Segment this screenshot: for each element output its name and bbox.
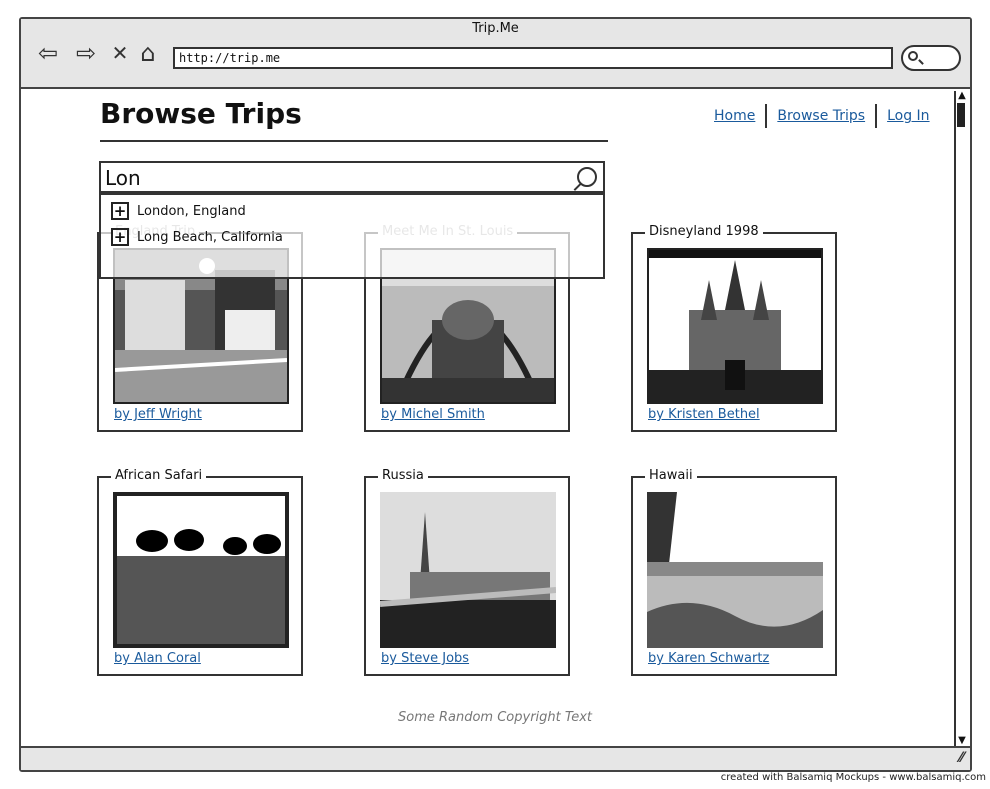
- trip-card[interactable]: Hawaii by Karen Schwartz: [631, 468, 837, 676]
- stop-icon[interactable]: ✕: [111, 41, 129, 65]
- search-icon: [908, 51, 918, 61]
- resize-grip-icon[interactable]: ⁄⁄: [959, 750, 964, 766]
- trip-photo[interactable]: [380, 492, 556, 648]
- status-bar: ⁄⁄: [21, 746, 970, 770]
- back-arrow-icon[interactable]: ⇦: [37, 39, 59, 67]
- trip-title: African Safari: [111, 468, 207, 483]
- trip-author-link[interactable]: by Steve Jobs: [381, 651, 470, 666]
- scroll-down-icon[interactable]: ▼: [958, 735, 966, 746]
- title-divider: [100, 140, 608, 142]
- trip-author-link[interactable]: by Jeff Wright: [114, 407, 202, 422]
- plus-icon: +: [111, 202, 129, 220]
- browser-toolbar: Trip.Me ⇦ ⇨ ✕ ⌂ http://trip.me: [21, 19, 970, 89]
- suggestion-item[interactable]: + Long Beach, California: [111, 228, 283, 246]
- trip-photo[interactable]: [647, 248, 823, 404]
- trip-author-link[interactable]: by Kristen Bethel: [648, 407, 760, 422]
- trip-title: Russia: [378, 468, 428, 483]
- trip-photo[interactable]: [113, 492, 289, 648]
- window-title: Trip.Me: [472, 21, 519, 36]
- nav-divider: [765, 104, 768, 128]
- trip-card[interactable]: Russia by Steve Jobs: [364, 468, 570, 676]
- suggestion-label: London, England: [137, 203, 246, 219]
- search-input-value: Lon: [105, 166, 141, 190]
- copyright-text: Some Random Copyright Text: [397, 710, 593, 725]
- trip-card[interactable]: African Safari by Alan Coral: [97, 468, 303, 676]
- nav-browse-trips-link[interactable]: Browse Trips: [777, 108, 866, 124]
- scroll-thumb[interactable]: [957, 103, 965, 127]
- top-navigation: Home Browse Trips Log In: [708, 104, 936, 128]
- suggestion-label: Long Beach, California: [137, 229, 283, 245]
- trip-author-link[interactable]: by Michel Smith: [381, 407, 485, 422]
- trip-card[interactable]: Disneyland 1998 by Kristen Bethel: [631, 224, 837, 432]
- vertical-scrollbar[interactable]: ▲ ▼: [954, 91, 968, 746]
- suggestion-item[interactable]: + London, England: [111, 202, 246, 220]
- nav-login-link[interactable]: Log In: [887, 108, 930, 124]
- home-icon[interactable]: ⌂: [140, 39, 156, 67]
- address-bar[interactable]: http://trip.me: [173, 47, 893, 69]
- credit-text: created with Balsamiq Mockups - www.bals…: [720, 772, 986, 783]
- scroll-up-icon[interactable]: ▲: [958, 90, 966, 101]
- plus-icon: +: [111, 228, 129, 246]
- trip-title: Hawaii: [645, 468, 697, 483]
- search-suggestions: + London, England + Long Beach, Californ…: [99, 193, 605, 279]
- browser-search-field[interactable]: [901, 45, 961, 71]
- page-title: Browse Trips: [100, 97, 302, 130]
- search-icon[interactable]: [577, 167, 597, 187]
- nav-home-link[interactable]: Home: [714, 108, 756, 124]
- trip-photo[interactable]: [647, 492, 823, 648]
- forward-arrow-icon[interactable]: ⇨: [75, 39, 97, 67]
- nav-divider: [875, 104, 878, 128]
- trip-title: Disneyland 1998: [645, 224, 763, 239]
- trip-author-link[interactable]: by Alan Coral: [114, 651, 201, 666]
- search-input[interactable]: Lon: [99, 161, 605, 193]
- trip-author-link[interactable]: by Karen Schwartz: [648, 651, 770, 666]
